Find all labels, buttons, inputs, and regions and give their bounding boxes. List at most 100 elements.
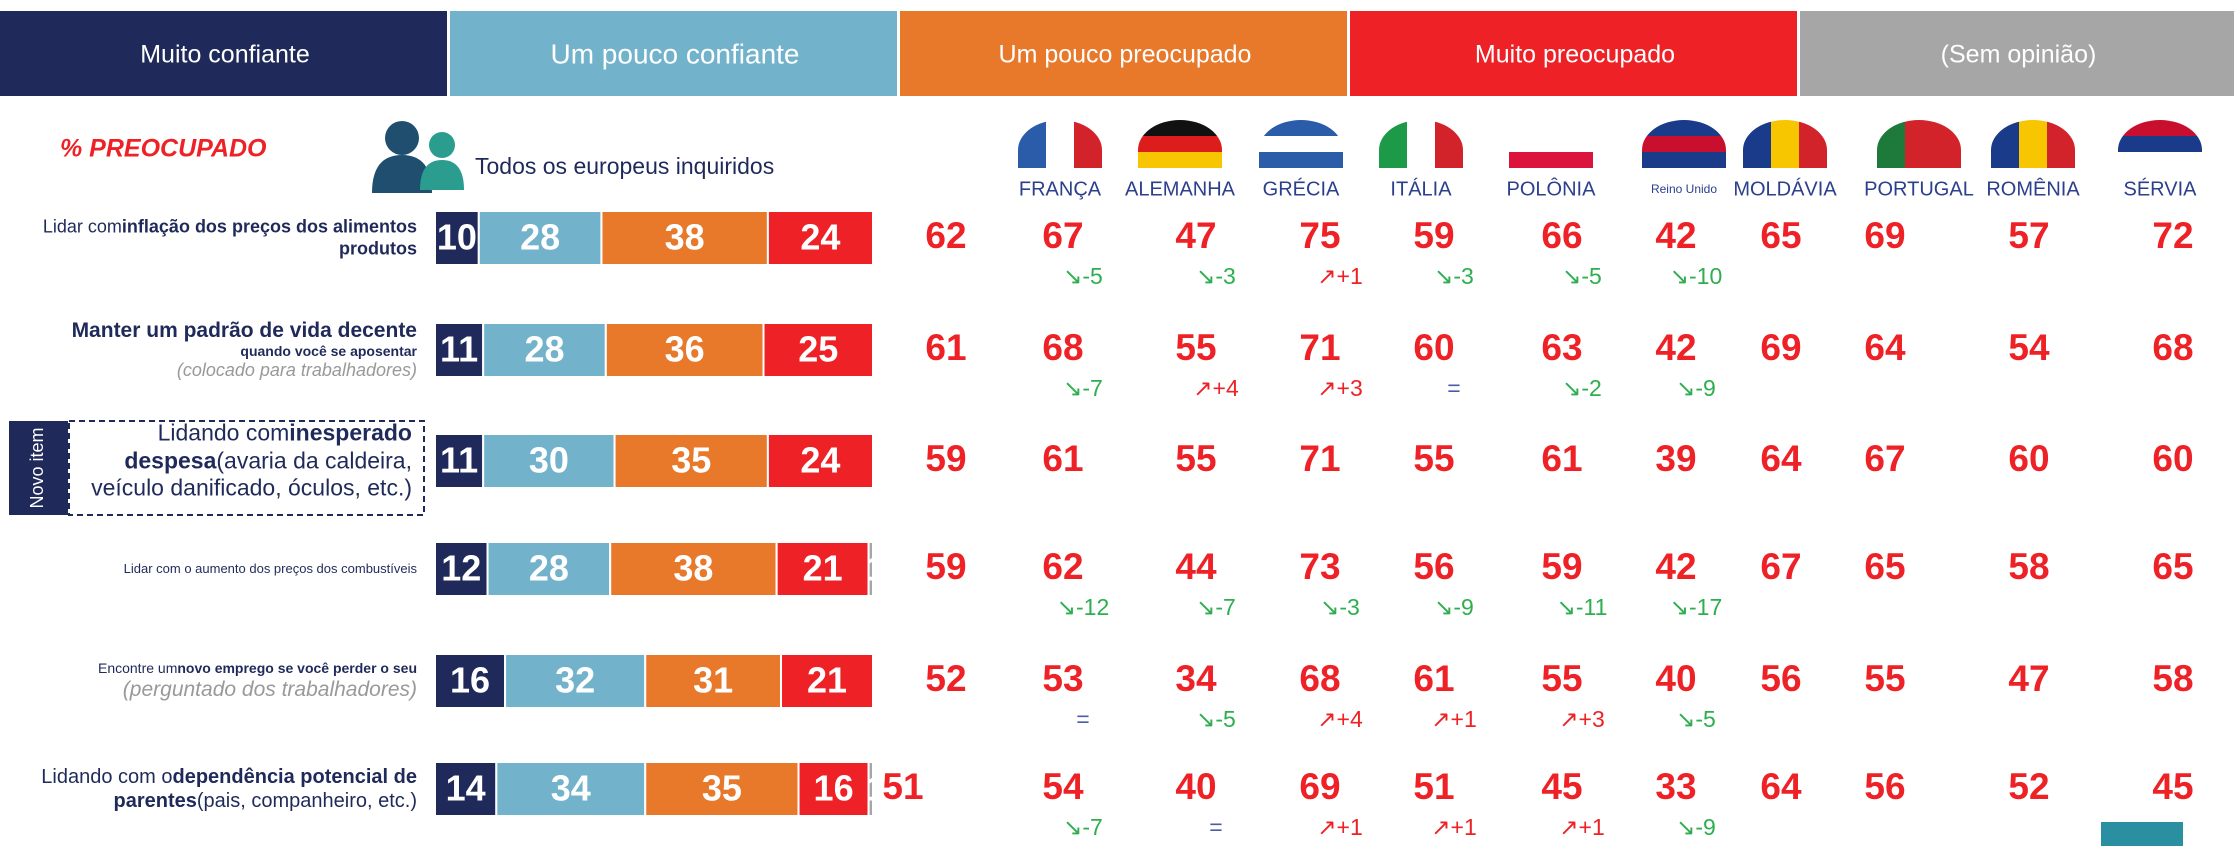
total-value: 51	[882, 766, 923, 807]
row-label: Lidar cominflação dos preços dos aliment…	[17, 216, 417, 259]
flag-stripe	[1905, 120, 1933, 168]
change: ↗+1	[1317, 814, 1363, 840]
label-part: (pais, companheiro, etc.)	[196, 790, 417, 812]
flag-body	[1259, 120, 1343, 168]
country-value: 55	[1864, 658, 1905, 699]
logo	[2101, 822, 2183, 846]
change: =	[1209, 814, 1222, 840]
bar-segment	[495, 761, 647, 817]
total-value: 61	[925, 327, 966, 368]
segment-label: 14	[446, 768, 486, 809]
bar-segment	[504, 653, 647, 709]
country-value: 53	[1042, 658, 1083, 699]
label-part: Manter um padrão de vida decente	[71, 319, 417, 343]
segment-label: 24	[800, 440, 840, 481]
legend-box	[450, 11, 897, 96]
bar-segment	[477, 210, 603, 266]
flag-stripe	[2118, 120, 2202, 136]
country-value: 33	[1655, 766, 1696, 807]
flag-body	[1743, 120, 1827, 168]
flag-stripe	[1046, 120, 1074, 168]
country-value: 47	[1175, 215, 1216, 256]
change: ↘-5	[1063, 263, 1103, 289]
country-value: 75	[1299, 215, 1340, 256]
change: ↘-3	[1320, 594, 1360, 620]
segment-label: 11	[440, 329, 478, 370]
flag-stripe	[1407, 120, 1435, 168]
flag	[1877, 120, 1961, 168]
bar-segment	[762, 322, 874, 378]
country-value: 54	[2008, 327, 2050, 368]
country-name: ROMÊNIA	[1986, 177, 2080, 200]
bar-segment	[644, 653, 783, 709]
change: ↗+4	[1317, 706, 1363, 732]
change: =	[1447, 375, 1460, 401]
country-value: 59	[1413, 215, 1454, 256]
country-value: 68	[2152, 327, 2193, 368]
flag	[1509, 120, 1593, 168]
flag-stripe	[1771, 120, 1799, 168]
country-value: 61	[1541, 438, 1582, 479]
segment-label: 1	[867, 768, 887, 809]
flag-stripe	[1933, 120, 1961, 168]
flag-stripe	[2019, 120, 2047, 168]
country-value: 60	[2008, 438, 2049, 479]
country-value: 55	[1175, 327, 1216, 368]
bar-segment	[600, 210, 769, 266]
legend-label: Um pouco confiante	[550, 38, 799, 69]
change: ↘-9	[1676, 814, 1716, 840]
row-label: Lidar com o aumento dos preços dos combu…	[17, 561, 417, 577]
country-value: 66	[1541, 215, 1582, 256]
country-value: 58	[2008, 546, 2049, 587]
label-part: inesperado despesa	[124, 419, 412, 474]
change: ↘-9	[1676, 375, 1716, 401]
legend-box	[1800, 11, 2234, 96]
label-part: Lidar com o aumento dos preços dos combu…	[123, 561, 417, 577]
segment-label: 35	[671, 440, 711, 481]
segment-label: 11	[440, 440, 478, 481]
legend-box	[1350, 11, 1797, 96]
change: ↘-7	[1063, 814, 1103, 840]
country-value: 44	[1175, 546, 1217, 587]
change: ↘-17	[1670, 594, 1723, 620]
bar-segment	[867, 761, 874, 817]
country-value: 54	[1042, 766, 1084, 807]
flag-stripe	[1509, 136, 1593, 152]
new-item-frame	[68, 420, 425, 516]
country-name: PORTUGAL	[1864, 178, 1974, 200]
segment-label: 25	[798, 329, 838, 370]
country-value: 47	[2008, 658, 2049, 699]
segment-label: 28	[520, 217, 560, 258]
country-name: SÉRVIA	[2124, 177, 2198, 200]
row-label: Manter um padrão de vida decente quando v…	[17, 318, 417, 382]
country-value: 34	[1175, 658, 1217, 699]
country-value: 64	[1760, 766, 1802, 807]
country-value: 73	[1299, 546, 1340, 587]
country-value: 52	[2008, 766, 2049, 807]
country-value: 60	[1413, 327, 1454, 368]
legend-label: Muito preocupado	[1475, 41, 1675, 69]
bar-segment	[482, 433, 616, 489]
change: ↗+4	[1193, 375, 1239, 401]
country-value: 59	[1541, 546, 1582, 587]
change: ↘-5	[1196, 706, 1236, 732]
bar-segment	[434, 653, 507, 709]
flag-body	[1379, 120, 1463, 168]
flag	[1018, 120, 1102, 168]
flag-body	[1138, 120, 1222, 168]
country-value: 68	[1299, 658, 1340, 699]
flag-stripe	[1743, 120, 1771, 168]
segment-label: 28	[524, 329, 564, 370]
flag-stripe	[1877, 120, 1905, 168]
flag-stripe	[1259, 136, 1343, 152]
label-part: inflação dos preços dos alimentos produt…	[121, 216, 417, 258]
change: ↘-7	[1063, 375, 1103, 401]
country-value: 55	[1175, 438, 1216, 479]
country-name: GRÉCIA	[1263, 177, 1340, 200]
flag-stripe	[1138, 120, 1222, 136]
flag	[1138, 120, 1222, 168]
flag-body	[1509, 120, 1593, 168]
bar-segment	[434, 210, 480, 266]
country-value: 72	[2152, 215, 2193, 256]
change: ↘-3	[1434, 263, 1474, 289]
